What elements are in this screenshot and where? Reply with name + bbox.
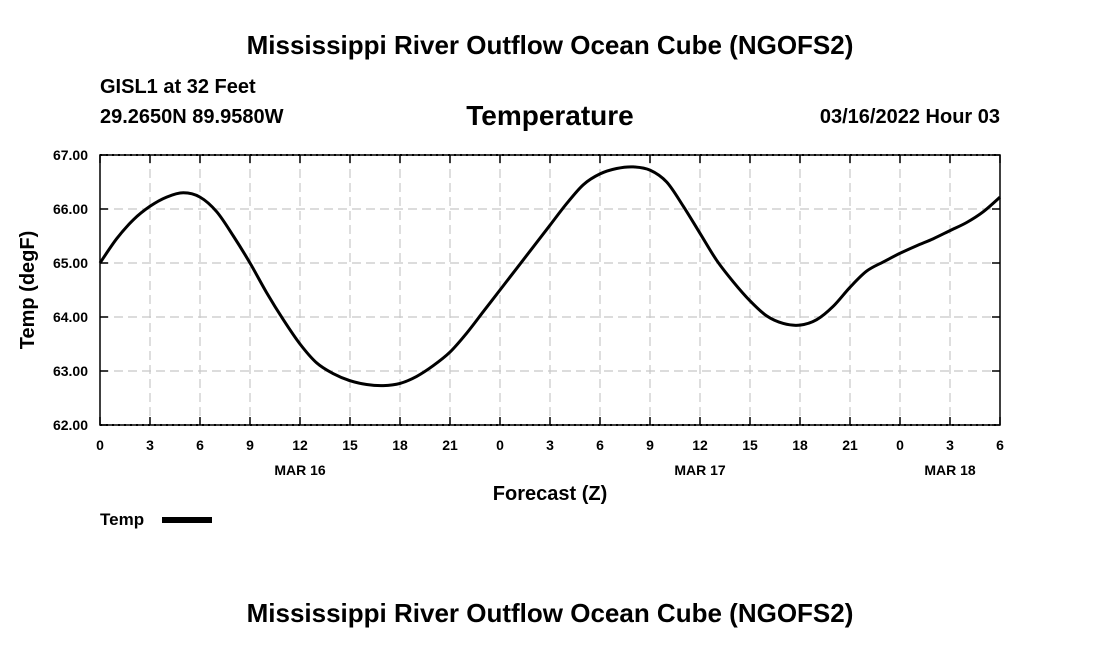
footer-title: Mississippi River Outflow Ocean Cube (NG…: [246, 598, 854, 628]
y-tick-label: 67.00: [53, 147, 88, 163]
main-title: Mississippi River Outflow Ocean Cube (NG…: [246, 30, 854, 60]
x-tick-label: 18: [792, 437, 808, 453]
y-tick-label: 65.00: [53, 255, 88, 271]
grid-layer: [100, 154, 1000, 426]
x-tick-label: 12: [692, 437, 708, 453]
x-tick-label: 6: [196, 437, 204, 453]
x-tick-label: 6: [996, 437, 1004, 453]
date-label: MAR 17: [674, 462, 726, 478]
series-layer: [98, 165, 1001, 388]
x-tick-label: 3: [946, 437, 954, 453]
x-tick-label: 9: [646, 437, 654, 453]
x-tick-label: 21: [842, 437, 858, 453]
x-tick-label: 0: [496, 437, 504, 453]
plot-frame: [99, 154, 1001, 426]
y-tick-label: 62.00: [53, 417, 88, 433]
date-label: MAR 16: [274, 462, 326, 478]
x-tick-label: 3: [146, 437, 154, 453]
station-coordinates: 29.2650N 89.9580W: [100, 106, 284, 128]
x-tick-label: 9: [246, 437, 254, 453]
legend-label: Temp: [100, 510, 144, 529]
date-label: MAR 18: [924, 462, 976, 478]
forecast-datetime: 03/16/2022 Hour 03: [819, 106, 1000, 128]
x-tick-label: 6: [596, 437, 604, 453]
x-axis-label: Forecast (Z): [493, 483, 607, 505]
label-layer: Forecast (Z) Temp (degF) 0 3 6 9 12 15 18 21 0 3 6…: [17, 147, 1004, 505]
x-tick-label: 3: [546, 437, 554, 453]
parameter-title: Temperature: [466, 100, 634, 131]
y-tick-label: 63.00: [53, 363, 88, 379]
x-tick-label: 15: [742, 437, 758, 453]
series-line-temp: [98, 165, 1001, 388]
x-tick-label: 0: [96, 437, 104, 453]
x-tick-label: 18: [392, 437, 408, 453]
station-label: GISL1 at 32 Feet: [100, 76, 256, 98]
x-tick-label: 0: [896, 437, 904, 453]
x-tick-label: 12: [292, 437, 308, 453]
x-tick-label: 15: [342, 437, 358, 453]
legend: Temp: [100, 510, 212, 529]
y-tick-label: 66.00: [53, 201, 88, 217]
y-tick-label: 64.00: [53, 309, 88, 325]
x-tick-label: 21: [442, 437, 458, 453]
y-axis-label: Temp (degF): [17, 231, 39, 350]
